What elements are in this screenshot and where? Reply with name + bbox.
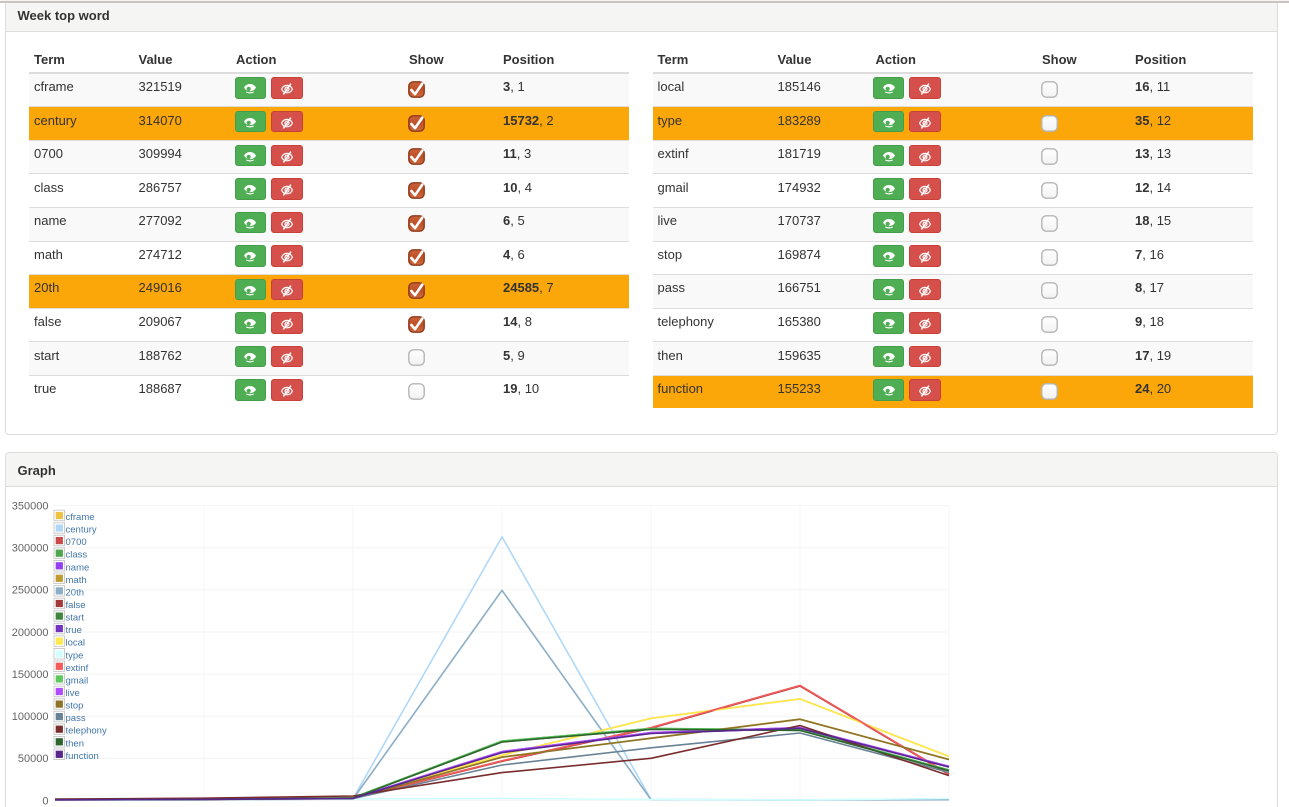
svg-text:pass: pass (66, 713, 86, 724)
svg-text:local: local (66, 638, 86, 649)
svg-text:class: class (66, 550, 88, 561)
svg-text:250000: 250000 (12, 585, 49, 597)
svg-text:live: live (66, 688, 80, 699)
svg-text:math: math (66, 575, 87, 586)
svg-text:extinf: extinf (66, 663, 89, 674)
svg-text:350000: 350000 (12, 501, 49, 513)
svg-text:name: name (66, 562, 90, 573)
svg-text:20th: 20th (66, 587, 85, 598)
svg-text:stop: stop (66, 701, 84, 712)
svg-text:200000: 200000 (12, 627, 49, 639)
svg-text:cframe: cframe (66, 512, 95, 523)
svg-text:false: false (66, 600, 86, 611)
svg-text:then: then (66, 738, 85, 749)
svg-text:telephony: telephony (66, 726, 107, 737)
svg-text:true: true (66, 625, 82, 636)
svg-text:gmail: gmail (66, 675, 89, 686)
svg-text:100000: 100000 (12, 711, 49, 723)
svg-text:start: start (66, 613, 85, 624)
svg-text:function: function (66, 751, 99, 762)
svg-text:0: 0 (42, 795, 48, 807)
svg-text:century: century (66, 525, 97, 536)
svg-text:50000: 50000 (18, 753, 49, 765)
svg-text:0700: 0700 (66, 537, 87, 548)
svg-text:type: type (66, 650, 84, 661)
svg-text:150000: 150000 (12, 669, 49, 681)
svg-text:300000: 300000 (12, 543, 49, 555)
